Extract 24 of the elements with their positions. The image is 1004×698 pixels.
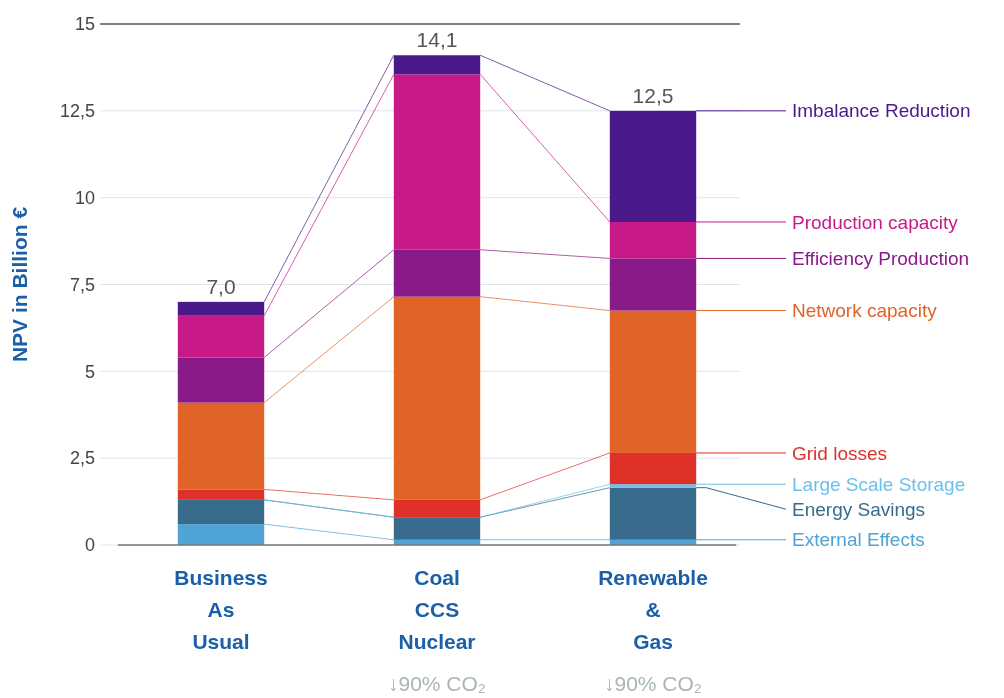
y-axis-title: NPV in Billion € (8, 206, 31, 363)
y-tick-label: 0 (84, 535, 95, 556)
total-label: 7,0 (206, 274, 236, 298)
x-tick-label: Business As Usual (174, 566, 268, 653)
text: ↓90% CO₂ (387, 672, 487, 695)
y-tick-label: 2,5 (69, 448, 95, 469)
total-label: 14,1 (416, 28, 458, 52)
text: ↓90% CO₂ (603, 672, 703, 695)
y-tick-label: 15 (74, 14, 95, 35)
x-tick-label: Renewable & Gas (598, 566, 708, 653)
legend-label: Production capacity (792, 211, 959, 233)
legend-label: Large Scale Storage (792, 473, 966, 495)
legend-label: Efficiency Production (792, 248, 970, 270)
y-tick-label: 5 (84, 361, 95, 382)
legend-label: Imbalance Reduction (792, 100, 971, 122)
x-tick-label: Coal CCS Nuclear (398, 566, 476, 653)
y-tick-label: 10 (74, 187, 95, 208)
legend-label: Grid losses (792, 442, 888, 464)
y-tick-label: 12,5 (59, 101, 95, 122)
total-label: 12,5 (632, 83, 674, 107)
legend-label: Network capacity (792, 300, 938, 322)
y-tick-label: 7,5 (69, 274, 95, 295)
legend-label: Energy Savings (792, 498, 926, 520)
legend-label: External Effects (792, 529, 925, 551)
